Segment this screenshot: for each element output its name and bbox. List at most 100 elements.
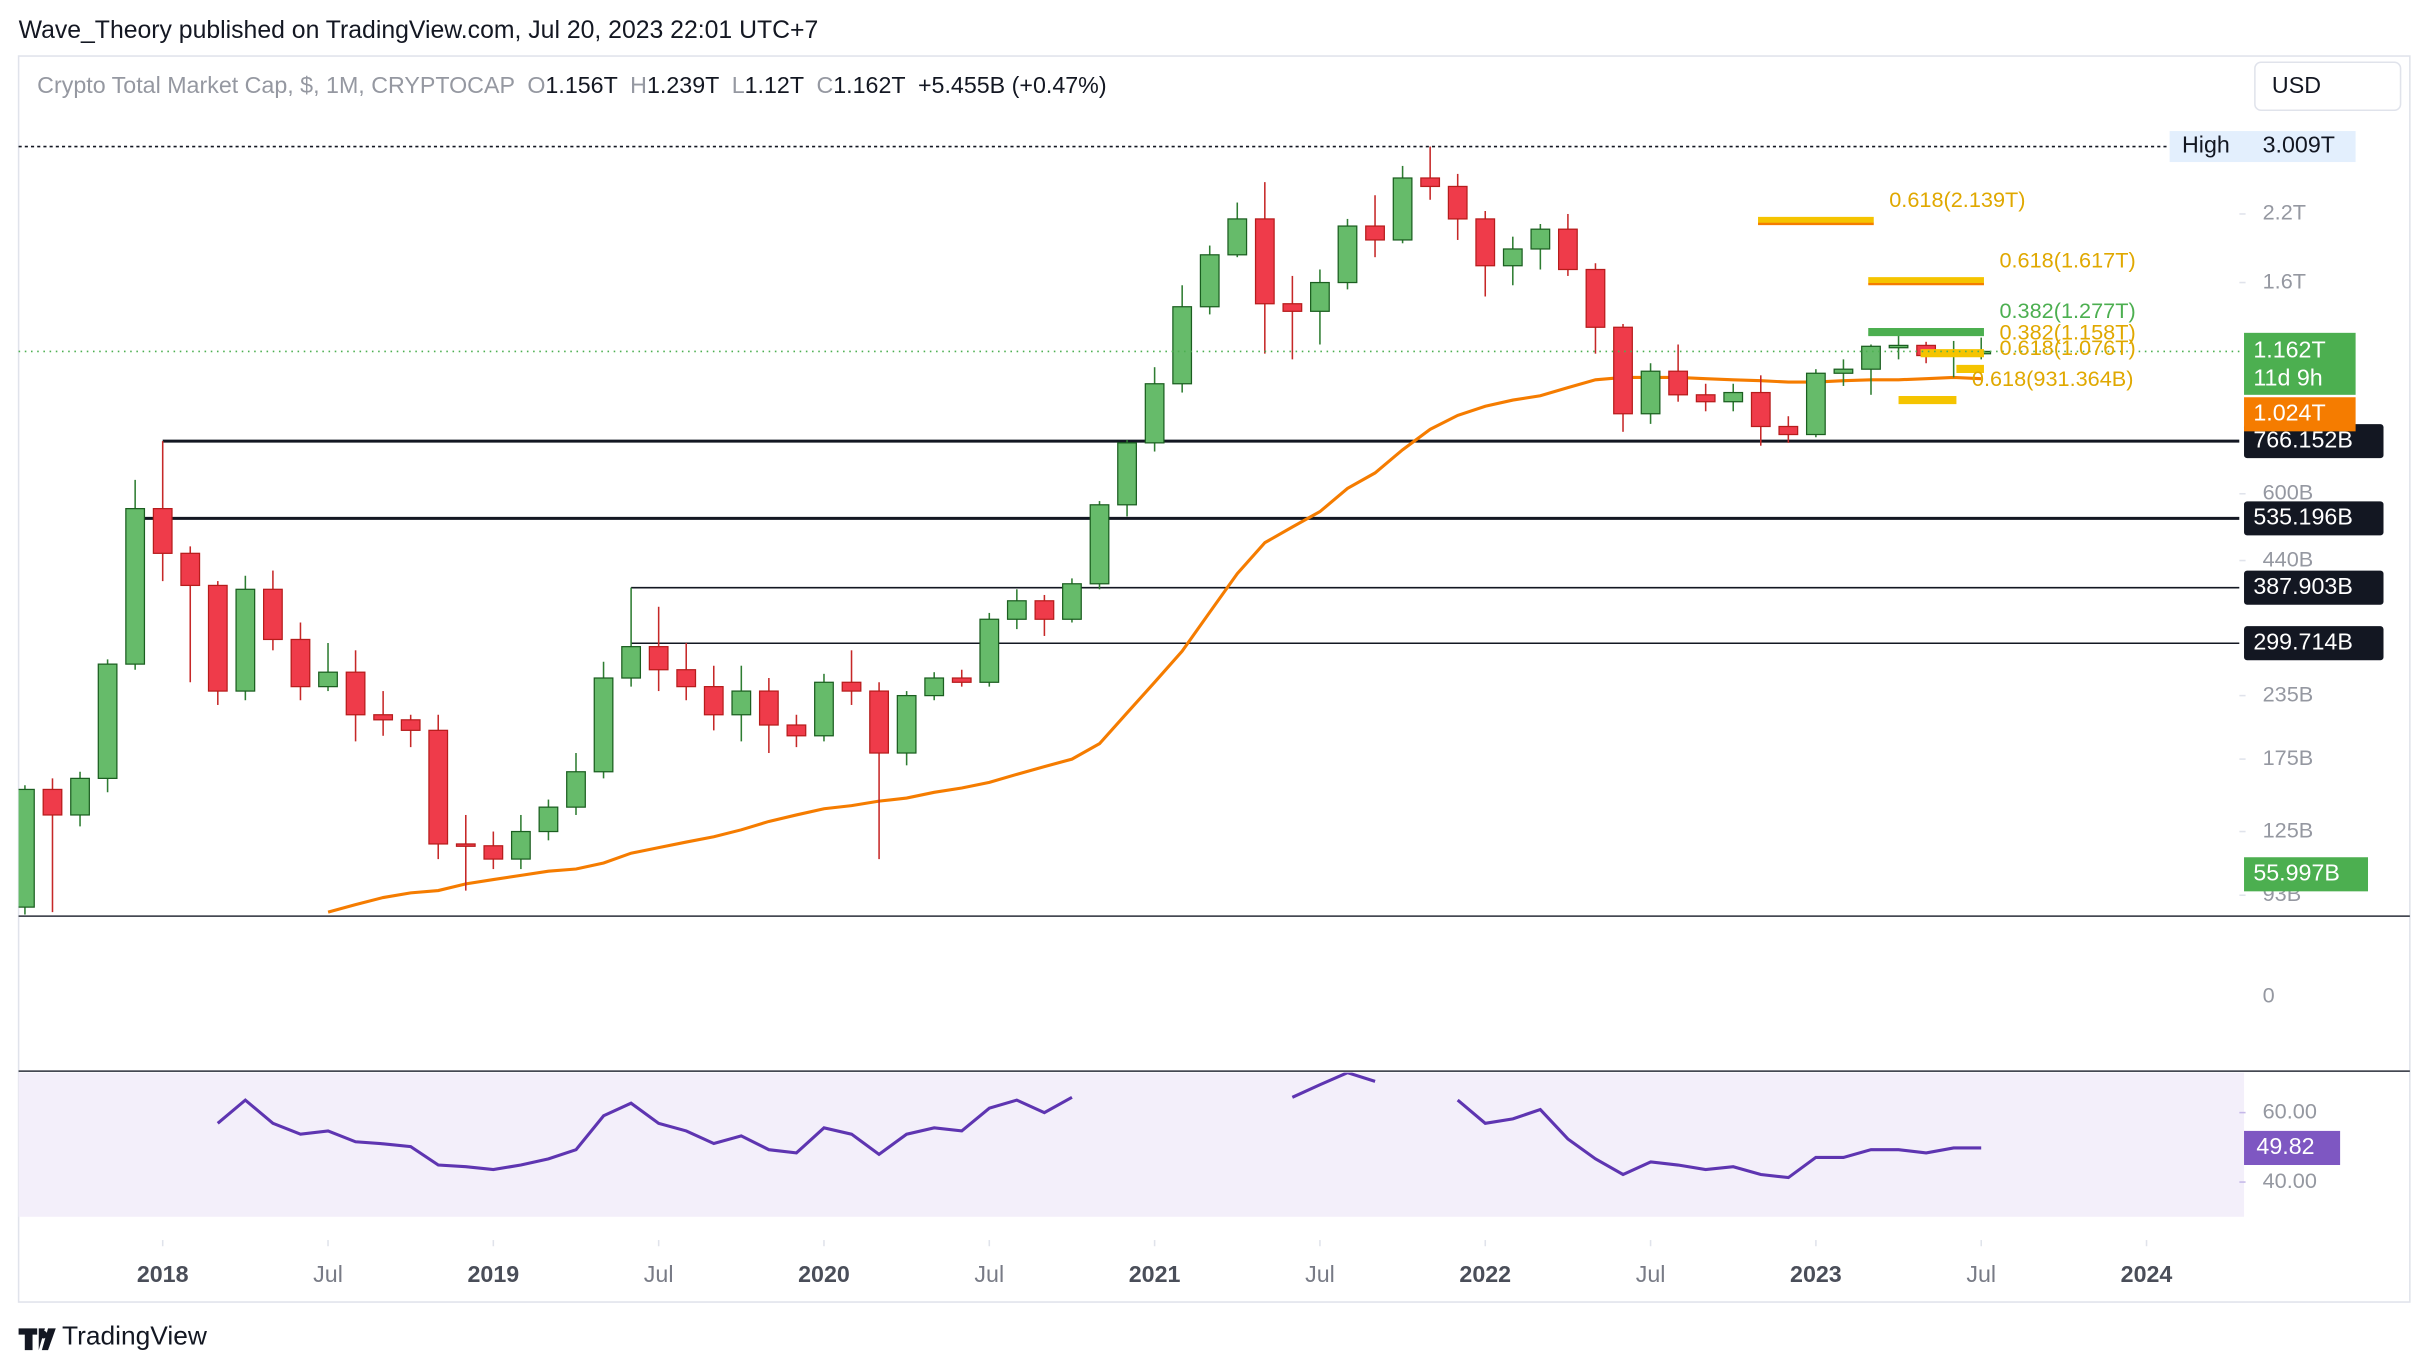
candle-body bbox=[70, 777, 90, 816]
macd-tick-label: 0 bbox=[2263, 982, 2275, 1007]
x-tick-label: 2023 bbox=[1790, 1261, 1842, 1287]
rsi-tick-label: 40.00 bbox=[2263, 1168, 2317, 1193]
high-label: High bbox=[2182, 132, 2230, 158]
candle-body bbox=[979, 618, 1000, 683]
candle-body bbox=[483, 845, 504, 860]
rsi-badge bbox=[2244, 1130, 2341, 1166]
volume-label: 55.997B bbox=[2253, 859, 2340, 885]
x-tick-label: Jul bbox=[1636, 1261, 1666, 1287]
candle-body bbox=[235, 588, 256, 692]
candle-body bbox=[648, 646, 669, 671]
candle-body bbox=[262, 588, 283, 641]
y-tick-label: 1.6T bbox=[2263, 268, 2306, 293]
x-tick-label: Jul bbox=[974, 1261, 1004, 1287]
y-tick-label: 2.2T bbox=[2263, 200, 2306, 225]
candle-body bbox=[1420, 177, 1441, 188]
legend-value: 1.162T bbox=[833, 72, 905, 98]
legend-value: 1.156T bbox=[545, 72, 617, 98]
legend-value: 1.12T bbox=[745, 72, 804, 98]
x-tick-label: 2022 bbox=[1459, 1261, 1511, 1287]
legend-key: C bbox=[816, 72, 833, 98]
candle-body bbox=[1695, 394, 1716, 403]
candle-body bbox=[1365, 225, 1385, 241]
symbol-legend: Crypto Total Market Cap, $, 1M, CRYPTOCA… bbox=[37, 72, 1106, 98]
candle-body bbox=[566, 771, 586, 808]
ma-label: 1.024T bbox=[2253, 399, 2325, 425]
candle-body bbox=[97, 663, 118, 780]
rsi-band bbox=[18, 1072, 2245, 1217]
brand: TradingView bbox=[62, 1321, 208, 1351]
high-badge bbox=[2169, 131, 2356, 163]
candle-body bbox=[1172, 306, 1193, 385]
rsi-line bbox=[216, 1072, 1982, 1180]
rsi-pane bbox=[216, 1072, 1982, 1180]
x-tick-label: Jul bbox=[313, 1261, 343, 1287]
y-tick-label: 125B bbox=[2263, 817, 2314, 842]
candle-body bbox=[896, 694, 917, 754]
level-label: 535.196B bbox=[2253, 504, 2352, 530]
legend-key: O bbox=[527, 72, 545, 98]
candle-body bbox=[538, 806, 559, 833]
candle-body bbox=[1117, 442, 1137, 506]
candle-body bbox=[924, 677, 945, 697]
candle-body bbox=[1447, 185, 1468, 220]
candle-body bbox=[180, 552, 201, 587]
candle-body bbox=[1778, 425, 1799, 436]
last-label: 1.162T bbox=[2253, 337, 2325, 363]
candle-body bbox=[207, 584, 228, 692]
level-badge bbox=[2244, 570, 2384, 605]
rsi-tick-label: 60.00 bbox=[2263, 1098, 2317, 1123]
candle-body bbox=[152, 507, 173, 554]
symbol-title: Crypto Total Market Cap, $, 1M, CRYPTOCA… bbox=[37, 72, 515, 98]
candle-body bbox=[1805, 372, 1826, 436]
candle-body bbox=[1282, 303, 1303, 312]
candle-body bbox=[1502, 248, 1523, 267]
candle-body bbox=[1254, 218, 1275, 305]
moving-average bbox=[327, 375, 1982, 914]
candle-body bbox=[1557, 228, 1578, 271]
y-tick-label: 440B bbox=[2263, 546, 2314, 571]
candle-body bbox=[373, 714, 394, 721]
legend-key: H bbox=[630, 72, 647, 98]
candle-body bbox=[345, 671, 366, 716]
candle-body bbox=[1006, 600, 1027, 620]
y-tick-label: 235B bbox=[2263, 681, 2314, 706]
ma-badge bbox=[2244, 397, 2356, 432]
candle-body bbox=[1585, 268, 1606, 328]
legend-value: 1.239T bbox=[647, 72, 719, 98]
candle-body bbox=[400, 719, 421, 731]
candle-body bbox=[290, 638, 311, 688]
currency: USD bbox=[2272, 72, 2321, 98]
candle-body bbox=[1089, 504, 1110, 585]
level-label: 299.714B bbox=[2253, 628, 2352, 654]
level-badge bbox=[2244, 424, 2384, 459]
last-badge bbox=[2244, 332, 2356, 395]
candle-body bbox=[318, 671, 338, 688]
candle-body bbox=[510, 830, 531, 860]
candle-body bbox=[42, 788, 63, 816]
candle-body bbox=[428, 729, 449, 845]
currency-button[interactable] bbox=[2254, 61, 2402, 112]
candle-body bbox=[676, 669, 697, 688]
candle-body bbox=[1034, 600, 1055, 620]
level-badge bbox=[2244, 501, 2384, 536]
publisher: Wave_Theory published on TradingView.com… bbox=[19, 17, 819, 44]
x-tick-label: Jul bbox=[1966, 1261, 1996, 1287]
legend-change: +5.455B (+0.47%) bbox=[918, 72, 1107, 98]
candle-body bbox=[869, 690, 890, 754]
candle-body bbox=[125, 507, 146, 665]
candle-body bbox=[841, 681, 862, 692]
candle-body bbox=[1640, 370, 1661, 415]
candle-body bbox=[1613, 326, 1633, 415]
y-tick-label: 175B bbox=[2263, 745, 2314, 770]
x-tick-label: Jul bbox=[1305, 1261, 1335, 1287]
candle-body bbox=[703, 686, 724, 716]
candle-body bbox=[1750, 391, 1771, 428]
candle-body bbox=[731, 690, 752, 716]
x-tick-label: 2024 bbox=[2121, 1261, 2173, 1287]
frame bbox=[17, 55, 2411, 1303]
candle-body bbox=[758, 690, 779, 726]
candle-body bbox=[1144, 383, 1165, 444]
